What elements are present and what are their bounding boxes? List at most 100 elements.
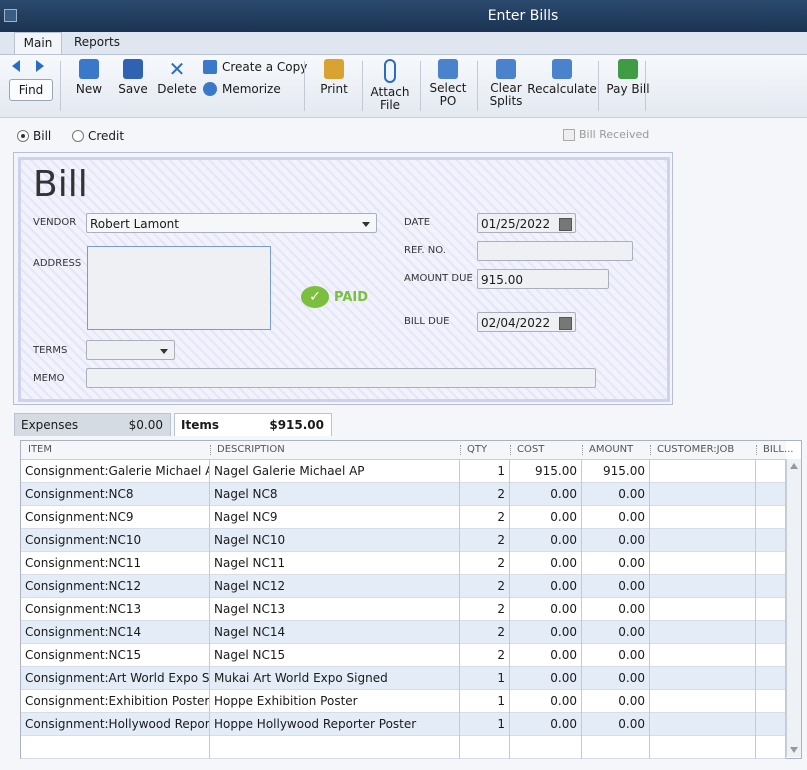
credit-radio[interactable] [72, 130, 84, 142]
table-cell: 0.00 [510, 575, 582, 598]
table-cell: 0.00 [510, 690, 582, 713]
table-cell: Consignment:Galerie Michael AP [21, 460, 210, 483]
find-button[interactable]: Find [9, 79, 53, 101]
table-cell: Consignment:Exhibition Poster [21, 690, 210, 713]
table-cell: 0.00 [582, 644, 650, 667]
amount-due-field[interactable]: 915.00 [477, 269, 609, 289]
date-field[interactable]: 01/25/2022 [477, 213, 576, 233]
column-divider [510, 445, 511, 455]
tab-row: Main Reports [0, 32, 807, 55]
table-cell: 0.00 [510, 598, 582, 621]
tab-amount: $915.00 [269, 414, 324, 436]
items-table: ITEMDESCRIPTIONQTYCOSTAMOUNTCUSTOMER:JOB… [20, 440, 802, 759]
paid-check: ✓ [301, 286, 329, 308]
button-label: Select PO [425, 82, 471, 108]
scroll-down[interactable] [790, 747, 798, 753]
table-cell [650, 713, 756, 736]
table-cell: Consignment:Hollywood Repor... [21, 713, 210, 736]
table-cell: 0.00 [510, 529, 582, 552]
table-cell: Nagel Galerie Michael AP [210, 460, 460, 483]
memo-label: MEMO [33, 373, 64, 384]
button-label: Delete [154, 83, 200, 96]
bill-received-checkbox[interactable] [563, 129, 575, 141]
bill-due-field[interactable]: 02/04/2022 [477, 312, 576, 332]
button-label: Clear Splits [483, 82, 529, 108]
delete-button[interactable]: ✕Delete [145, 57, 209, 96]
calendar-icon[interactable] [559, 317, 572, 330]
pay-bill-button[interactable]: Pay Bill [596, 57, 660, 96]
bill-due-value: 02/04/2022 [481, 316, 550, 330]
attach-file-button[interactable]: Attach File [358, 57, 422, 112]
table-cell: Mukai Art World Expo Signed [210, 667, 460, 690]
date-value: 01/25/2022 [481, 217, 550, 231]
memorize-button[interactable]: Memorize [222, 82, 281, 96]
vendor-field[interactable]: Robert Lamont [86, 213, 377, 233]
ref-no-field[interactable] [477, 241, 633, 261]
memorize-icon [203, 82, 217, 96]
amount-due-label: AMOUNT DUE [404, 273, 473, 284]
tab-label: Items [181, 414, 219, 436]
table-cell [510, 736, 582, 759]
table-cell: 0.00 [582, 621, 650, 644]
prev-arrow[interactable] [12, 60, 20, 72]
table-cell: 0.00 [510, 483, 582, 506]
table-row: Consignment:Art World Expo Si...Mukai Ar… [21, 667, 786, 690]
table-cell [756, 621, 786, 644]
button-label: Attach File [367, 86, 413, 112]
amount-due-value: 915.00 [481, 273, 523, 287]
table-cell: Hoppe Exhibition Poster [210, 690, 460, 713]
copy-icon [203, 60, 217, 74]
tab[interactable]: Main [14, 32, 62, 54]
recalculate-button[interactable]: Recalculate [526, 57, 598, 96]
table-cell: 0.00 [510, 713, 582, 736]
bill-form: Bill VENDOR Robert Lamont ADDRESS ✓ PAID… [13, 152, 673, 405]
table-cell [460, 736, 510, 759]
table-row: Consignment:NC12Nagel NC1220.000.00 [21, 575, 786, 598]
table-cell: Consignment:NC12 [21, 575, 210, 598]
table-cell: Nagel NC11 [210, 552, 460, 575]
paid-stamp: PAID [334, 290, 368, 305]
terms-field[interactable] [86, 340, 175, 360]
tab[interactable]: Reports [70, 32, 124, 53]
items-tab[interactable]: Items $915.00 [174, 413, 332, 436]
memo-field[interactable] [86, 368, 596, 388]
table-cell [650, 690, 756, 713]
table-cell: Consignment:NC13 [21, 598, 210, 621]
table-cell [650, 575, 756, 598]
select-po-button[interactable]: Select PO [416, 57, 480, 108]
table-cell: 2 [460, 621, 510, 644]
table-cell: 1 [460, 690, 510, 713]
scroll-up[interactable] [790, 463, 798, 469]
table-cell: 0.00 [510, 552, 582, 575]
address-field[interactable] [87, 246, 271, 330]
table-cell [21, 736, 210, 759]
expenses-tab[interactable]: Expenses$0.00 [14, 413, 171, 436]
table-cell: 915.00 [582, 460, 650, 483]
table-cell: Nagel NC9 [210, 506, 460, 529]
vendor-label: VENDOR [33, 217, 76, 228]
column-header: AMOUNT [589, 444, 649, 455]
bill-radio[interactable] [17, 130, 29, 142]
print-button[interactable]: Print [302, 57, 366, 96]
column-header: ITEM [28, 444, 209, 455]
table-cell [650, 506, 756, 529]
table-cell [650, 598, 756, 621]
window-title: Enter Bills [0, 8, 807, 24]
table-cell [650, 736, 756, 759]
scrollbar[interactable] [786, 459, 801, 757]
table-cell: 1 [460, 667, 510, 690]
table-cell: 2 [460, 552, 510, 575]
table-cell: Nagel NC12 [210, 575, 460, 598]
next-arrow[interactable] [36, 60, 44, 72]
table-cell: Nagel NC15 [210, 644, 460, 667]
column-divider [582, 445, 583, 455]
table-cell: 0.00 [582, 506, 650, 529]
create-copy-button[interactable]: Create a Copy [222, 60, 307, 74]
calendar-icon[interactable] [559, 218, 572, 231]
table-cell: Hoppe Hollywood Reporter Poster [210, 713, 460, 736]
table-cell [756, 552, 786, 575]
table-cell: 0.00 [582, 552, 650, 575]
table-cell: 0.00 [582, 483, 650, 506]
credit-option: Credit [88, 129, 124, 143]
table-cell [756, 644, 786, 667]
